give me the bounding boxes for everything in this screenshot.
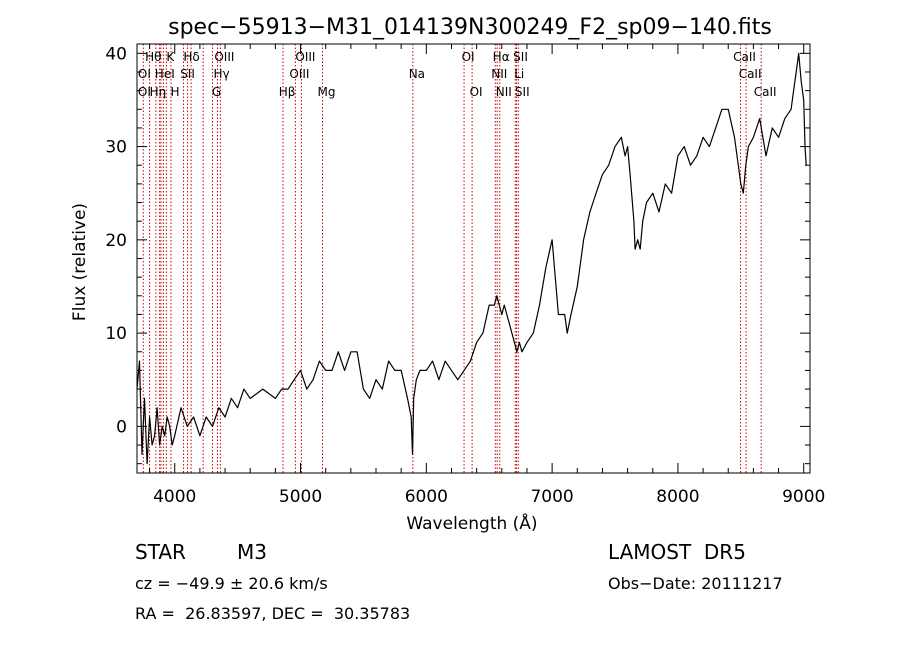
marker-label-row2-5: Na <box>409 67 425 81</box>
y-tick-label-0: 0 <box>116 417 127 437</box>
y-tick-label-4: 40 <box>105 44 127 64</box>
plot-frame <box>136 43 811 474</box>
object-subclass: M3 <box>237 540 267 564</box>
marker-label-row3-8: SII <box>515 85 530 99</box>
marker-label-row2-8: CaII <box>739 67 762 81</box>
marker-label-row2-4: OIII <box>289 67 309 81</box>
object-class: STAR <box>135 540 186 564</box>
x-tick-label-2: 6000 <box>405 487 448 507</box>
x-tick-label-4: 8000 <box>656 487 699 507</box>
spectrum-series <box>136 52 807 465</box>
marker-label-row1-0: Hθ <box>145 50 161 64</box>
redshift-cz: cz = −49.9 ± 20.6 km/s <box>135 574 328 593</box>
y-axis-label: Flux (relative) <box>70 203 90 321</box>
marker-label-row3-6: OI <box>470 85 483 99</box>
x-tick-label-1: 5000 <box>279 487 322 507</box>
x-tick-label-0: 4000 <box>153 487 196 507</box>
marker-label-row1-7: SII <box>513 50 528 64</box>
y-tick-label-3: 30 <box>105 138 127 158</box>
spectrum-line <box>136 52 807 465</box>
marker-label-row3-1: Hη <box>150 85 167 99</box>
marker-label-row3-4: Hβ <box>279 85 296 99</box>
y-tick-label-2: 20 <box>105 231 127 251</box>
marker-label-row1-5: OI <box>462 50 475 64</box>
x-tick-label-5: 9000 <box>782 487 825 507</box>
marker-label-row2-0: OI <box>138 67 151 81</box>
marker-label-row2-7: Li <box>514 67 524 81</box>
x-axis-label: Wavelength (Å) <box>406 512 537 534</box>
marker-label-row1-3: OIII <box>214 50 234 64</box>
marker-label-row2-1: HeI <box>155 67 175 81</box>
x-tick-label-3: 7000 <box>530 487 573 507</box>
marker-label-row3-2: H <box>170 85 179 99</box>
marker-label-row2-2: SII <box>180 67 195 81</box>
marker-label-row3-5: Mg <box>318 85 336 99</box>
coordinates: RA = 26.83597, DEC = 30.35783 <box>135 604 411 623</box>
survey-name: LAMOST DR5 <box>608 540 746 564</box>
marker-label-row1-6: Hα <box>493 50 510 64</box>
chart-title: spec−55913−M31_014139N300249_F2_sp09−140… <box>168 15 772 40</box>
marker-label-row1-1: K <box>166 50 175 64</box>
marker-label-row3-0: OI <box>138 85 151 99</box>
marker-label-row2-3: Hγ <box>213 67 229 81</box>
marker-label-row3-9: CaII <box>754 85 777 99</box>
marker-label-row3-3: G <box>212 85 221 99</box>
axes: 4000 5000 6000 7000 8000 9000 0 10 20 30 40 <box>105 44 825 507</box>
marker-label-row1-4: OIII <box>295 50 315 64</box>
marker-label-row1-8: CaII <box>733 50 756 64</box>
obs-date: Obs−Date: 20111217 <box>608 574 783 593</box>
marker-label-row1-2: Hδ <box>183 50 199 64</box>
y-tick-label-1: 10 <box>105 324 127 344</box>
marker-label-row2-6: NII <box>491 67 507 81</box>
marker-label-row3-7: NII <box>496 85 512 99</box>
